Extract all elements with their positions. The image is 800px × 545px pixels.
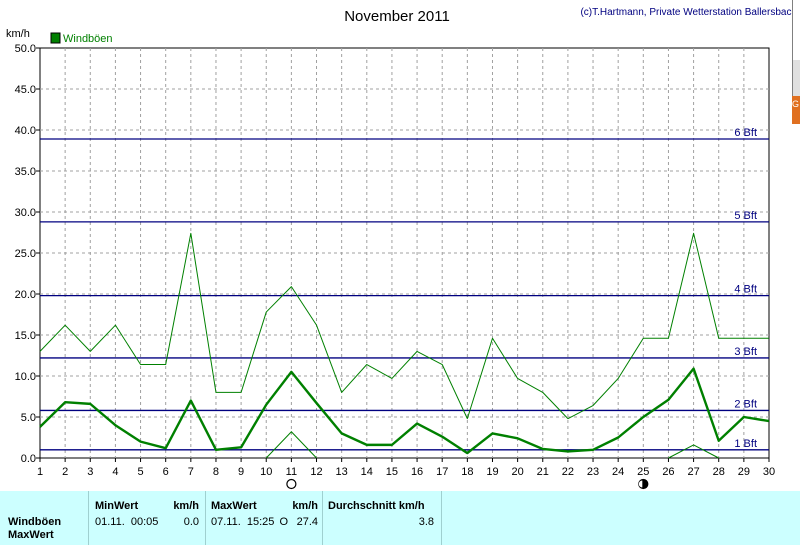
x-tick-label: 15 (386, 466, 398, 478)
x-tick-label: 9 (238, 466, 244, 478)
moon-phases (286, 478, 649, 490)
avg-value: 3.8 (418, 516, 434, 528)
row-label-maxwert: MaxWert (8, 529, 54, 541)
y-tick-label: 5.0 (21, 412, 36, 424)
x-tick-label: 29 (738, 466, 750, 478)
series-max-line (39, 232, 769, 420)
y-axis: 0.0 5.0 10.0 15.0 20.0 25.0 30.0 35.0 40.0 45.0 50… (15, 43, 40, 465)
x-tick-label: 13 (336, 466, 348, 478)
legend-label: Windböen (63, 33, 113, 45)
y-tick-label: 25.0 (15, 248, 36, 260)
max-header: MaxWert (211, 500, 257, 512)
x-tick-label: 18 (461, 466, 473, 478)
series-avg-line (39, 367, 770, 455)
beaufort-lines: 1 Bft 2 Bft 3 Bft 4 Bft 5 Bft 6 Bft (40, 127, 769, 451)
y-tick-label: 35.0 (15, 166, 36, 178)
series-min-segment (668, 444, 719, 459)
x-tick-label: 22 (562, 466, 574, 478)
x-tick-label: 16 (411, 466, 423, 478)
avg-header: Durchschnitt km/h (328, 500, 425, 512)
chart-title: November 2011 (344, 8, 450, 25)
x-tick-label: 11 (286, 466, 297, 478)
beaufort-label: 5 Bft (734, 210, 757, 222)
x-tick-label: 7 (188, 466, 194, 478)
side-tab[interactable]: G (792, 96, 800, 124)
x-tick-label: 12 (310, 466, 322, 478)
y-tick-label: 50.0 (15, 43, 36, 55)
beaufort-label: 2 Bft (734, 398, 757, 410)
x-tick-label: 8 (213, 466, 219, 478)
new-moon-highlight (638, 480, 643, 488)
x-axis: 1 2 3 4 5 6 7 8 9 10 11 12 13 14 15 16 17 18 19 20 21 22 23 24 2… (37, 458, 775, 478)
max-unit-header: km/h (292, 500, 318, 512)
scroll-track (792, 0, 800, 60)
right-scrollbar[interactable]: G (792, 0, 800, 124)
x-tick-label: 24 (612, 466, 624, 478)
beaufort-label: 6 Bft (734, 127, 757, 139)
x-tick-label: 21 (537, 466, 549, 478)
max-value: 27.4 (296, 516, 318, 528)
x-tick-label: 6 (163, 466, 169, 478)
min-time: 01.11. 00:05 (95, 516, 159, 528)
x-tick-label: 23 (587, 466, 599, 478)
x-tick-label: 28 (713, 466, 725, 478)
stats-panel: MinWert km/h MaxWert km/h Durchschnitt k… (0, 491, 800, 545)
x-tick-label: 1 (37, 466, 43, 478)
y-tick-label: 0.0 (21, 453, 36, 465)
beaufort-label: 3 Bft (734, 346, 757, 358)
series-min-segment (265, 431, 317, 459)
grid (40, 48, 769, 458)
stats-corner (0, 491, 89, 511)
x-tick-label: 30 (763, 466, 775, 478)
min-value: 0.0 (183, 516, 199, 528)
x-tick-label: 5 (137, 466, 143, 478)
x-tick-label: 26 (662, 466, 674, 478)
min-unit-header: km/h (173, 500, 199, 512)
wind-chart: 1 Bft 2 Bft 3 Bft 4 Bft 5 Bft 6 Bft 0.0 5.0 10.… (6, 7, 797, 490)
x-tick-label: 10 (260, 466, 272, 478)
x-tick-label: 4 (112, 466, 118, 478)
x-tick-label: 25 (637, 466, 649, 478)
x-tick-label: 3 (87, 466, 93, 478)
legend-swatch (50, 32, 61, 44)
series-group (39, 232, 770, 459)
scroll-thumb[interactable] (792, 60, 800, 96)
credit-text: (c)T.Hartmann, Private Wetterstation Bal… (580, 7, 797, 18)
max-time: 07.11. 15:25 (211, 516, 275, 528)
x-tick-label: 17 (436, 466, 448, 478)
beaufort-label: 4 Bft (734, 284, 757, 296)
y-axis-unit: km/h (6, 28, 30, 40)
x-tick-label: 19 (486, 466, 498, 478)
beaufort-label: 1 Bft (734, 438, 757, 450)
y-tick-label: 20.0 (15, 289, 36, 301)
x-tick-label: 14 (361, 466, 373, 478)
row-label-windboeen: Windböen (8, 516, 62, 528)
y-tick-label: 45.0 (15, 84, 36, 96)
x-tick-label: 27 (687, 466, 699, 478)
x-tick-label: 20 (511, 466, 523, 478)
full-moon-icon (286, 478, 297, 490)
y-tick-label: 30.0 (15, 207, 36, 219)
min-header: MinWert (95, 500, 139, 512)
y-tick-label: 10.0 (15, 371, 36, 383)
x-tick-label: 2 (62, 466, 68, 478)
y-tick-label: 40.0 (15, 125, 36, 137)
y-tick-label: 15.0 (15, 330, 36, 342)
max-direction: O (279, 516, 288, 528)
